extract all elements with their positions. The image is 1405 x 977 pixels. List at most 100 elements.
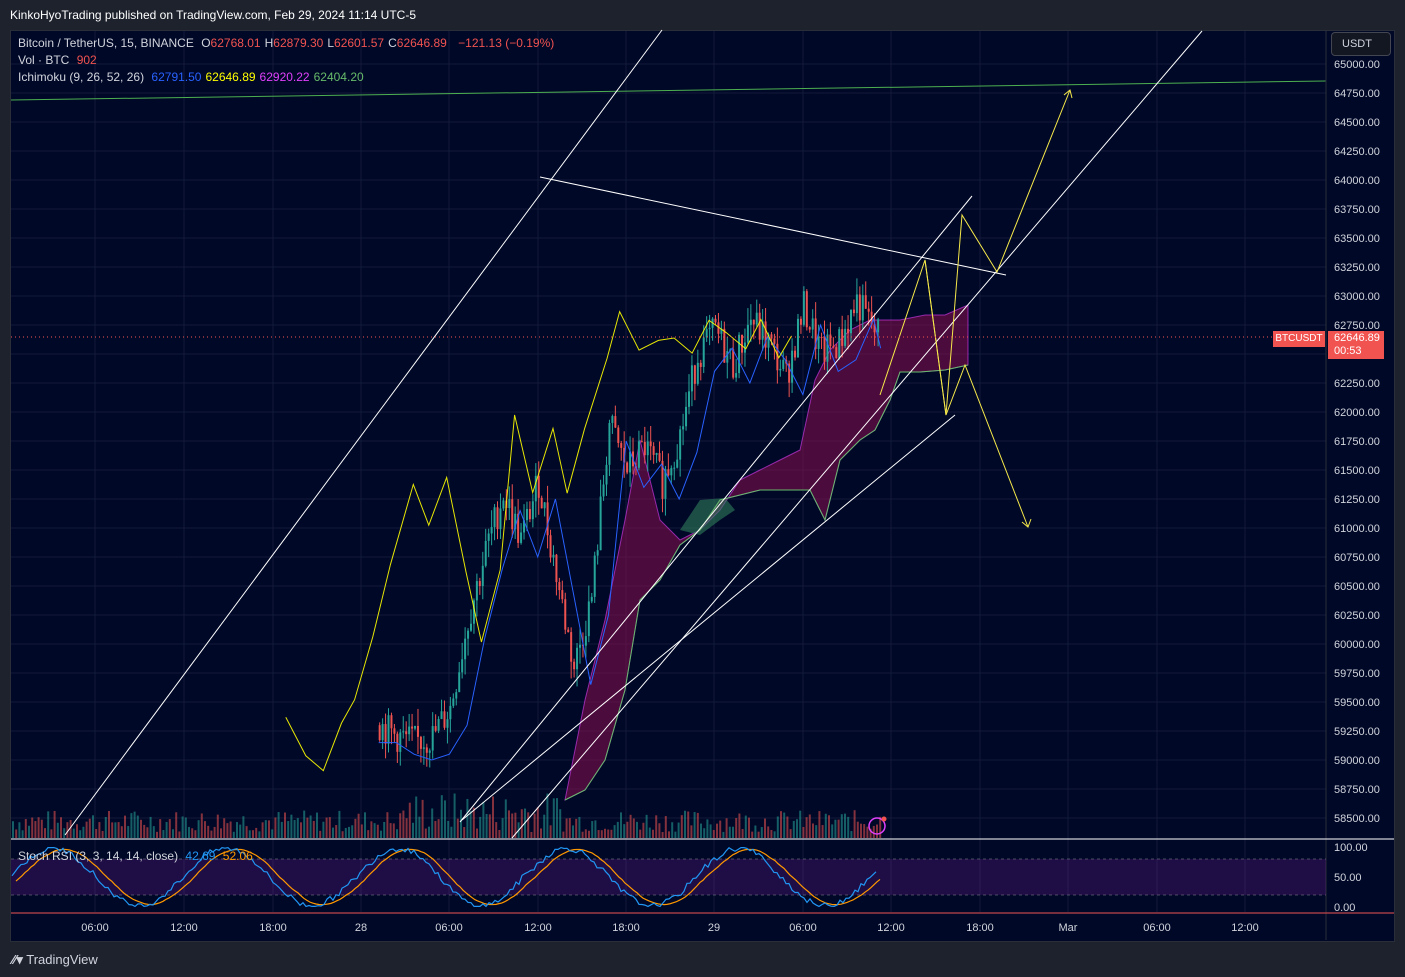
volume-bar-256 [831, 824, 834, 838]
ohlc-key-1: H [264, 36, 274, 50]
volume-bar-157 [514, 812, 517, 838]
candle-body-17-2 [685, 406, 688, 427]
volume-bar-133 [437, 819, 440, 838]
volume-bar-23 [85, 821, 88, 838]
candle-body-11-0 [573, 661, 576, 670]
volume-bar-148 [485, 814, 488, 838]
volume-bar-220 [716, 823, 718, 838]
volume-bar-226 [735, 818, 738, 838]
candle-body-14-5 [640, 441, 643, 443]
volume-bar-40 [140, 819, 142, 838]
candle-body-8-5 [534, 475, 537, 502]
candle-body-14-1 [629, 451, 632, 473]
volume-bar-239 [776, 816, 779, 838]
x-tick-0: 06:00 [81, 922, 109, 934]
candle-body-8-4 [531, 501, 534, 520]
volume-bar-68 [229, 821, 232, 838]
candle-body-0-4 [390, 715, 393, 729]
stoch-tick-0: 100.00 [1334, 842, 1368, 854]
volume-bar-60 [204, 821, 206, 838]
volume-bar-154 [504, 799, 507, 838]
volume-bar-265 [860, 823, 862, 838]
candle-body-25-2 [826, 334, 829, 362]
volume-bar-75 [252, 830, 254, 838]
candle-body-8-0 [520, 532, 523, 543]
volume-bar-31 [111, 822, 114, 838]
y-tick-18: 60500.00 [1334, 581, 1380, 593]
volume-bar-84 [280, 821, 283, 838]
volume-bar-77 [258, 831, 261, 838]
volume-bar-142 [466, 798, 469, 838]
tradingview-logo[interactable]: ⁄⁄▾ TradingView [12, 952, 98, 968]
volume-bar-178 [581, 831, 584, 838]
y-tick-0: 65000.00 [1334, 59, 1380, 71]
volume-bar-117 [386, 812, 389, 838]
candle-body-23-1 [788, 363, 791, 383]
x-tick-10: 18:00 [966, 922, 994, 934]
volume-bar-221 [719, 820, 722, 838]
volume-bar-118 [389, 823, 392, 838]
volume-bar-107 [354, 818, 357, 838]
candle-body-27-0 [855, 294, 858, 314]
volume-bar-30 [108, 810, 110, 838]
volume-bar-147 [482, 801, 485, 838]
ohlc-key-3: C [388, 36, 397, 50]
candle-body-3-2 [437, 719, 440, 731]
candle-body-25-3 [829, 334, 832, 347]
volume-bar-86 [287, 821, 290, 838]
candle-body-3-0 [431, 726, 434, 751]
candle-body-4-4 [461, 659, 464, 673]
stoch-d-value: 52.06 [222, 849, 253, 863]
volume-bar-168 [549, 825, 552, 838]
volume-bar-258 [837, 819, 840, 838]
candle-body-5-5 [481, 565, 484, 586]
candle-body-0-0 [378, 725, 381, 741]
volume-bar-222 [722, 831, 725, 838]
volume-bar-20 [76, 824, 78, 838]
currency-button[interactable]: USDT [1331, 32, 1391, 56]
bearish-arrowhead [1021, 518, 1032, 528]
volume-bar-161 [527, 812, 530, 838]
volume-bar-191 [623, 824, 626, 838]
candle-body-0-5 [393, 728, 396, 734]
candle-body-6-1 [487, 533, 490, 541]
volume-bar-183 [597, 830, 600, 838]
trend-drawings [10, 29, 1327, 839]
candle-body-17-1 [682, 426, 685, 430]
volume-bar-103 [341, 831, 344, 838]
candle-body-27-1 [858, 294, 861, 321]
candle-body-22-0 [767, 334, 770, 348]
candle-body-0-2 [384, 724, 387, 744]
volume-bar-136 [447, 820, 450, 838]
candle-body-20-3 [741, 334, 744, 353]
x-tick-11: Mar [1059, 922, 1078, 934]
y-tick-26: 58500.00 [1334, 813, 1380, 825]
volume-bar-102 [338, 810, 341, 838]
volume-bar-197 [642, 822, 645, 838]
candle-body-24-3 [811, 318, 814, 330]
volume-bar-238 [773, 831, 776, 838]
volume-bar-192 [626, 821, 629, 838]
volume-bar-26 [95, 829, 98, 838]
candle-body-5-2 [472, 600, 475, 624]
volume-bar-132 [434, 820, 437, 838]
y-tick-12: 62000.00 [1334, 407, 1380, 419]
candle-body-12-5 [605, 464, 608, 485]
candle-body-20-5 [746, 324, 749, 343]
candle-body-25-1 [823, 337, 826, 362]
volume-bar-151 [495, 822, 498, 838]
candle-body-20-0 [732, 349, 735, 378]
candle-body-12-1 [593, 555, 596, 597]
candle-body-13-1 [611, 416, 614, 423]
candle-body-12-0 [590, 596, 593, 602]
candle-body-23-5 [799, 318, 802, 325]
volume-bar-216 [703, 828, 706, 838]
chart-frame[interactable] [10, 30, 1395, 942]
publisher-bar: KinkoHyoTrading published on TradingView… [0, 0, 1405, 30]
volume-bar-266 [863, 824, 866, 838]
symbol-price-tag: BTCUSDT [1273, 331, 1325, 347]
volume-bar-253 [821, 825, 824, 838]
volume-bar-47 [162, 830, 165, 838]
volume-bar-56 [191, 828, 194, 838]
